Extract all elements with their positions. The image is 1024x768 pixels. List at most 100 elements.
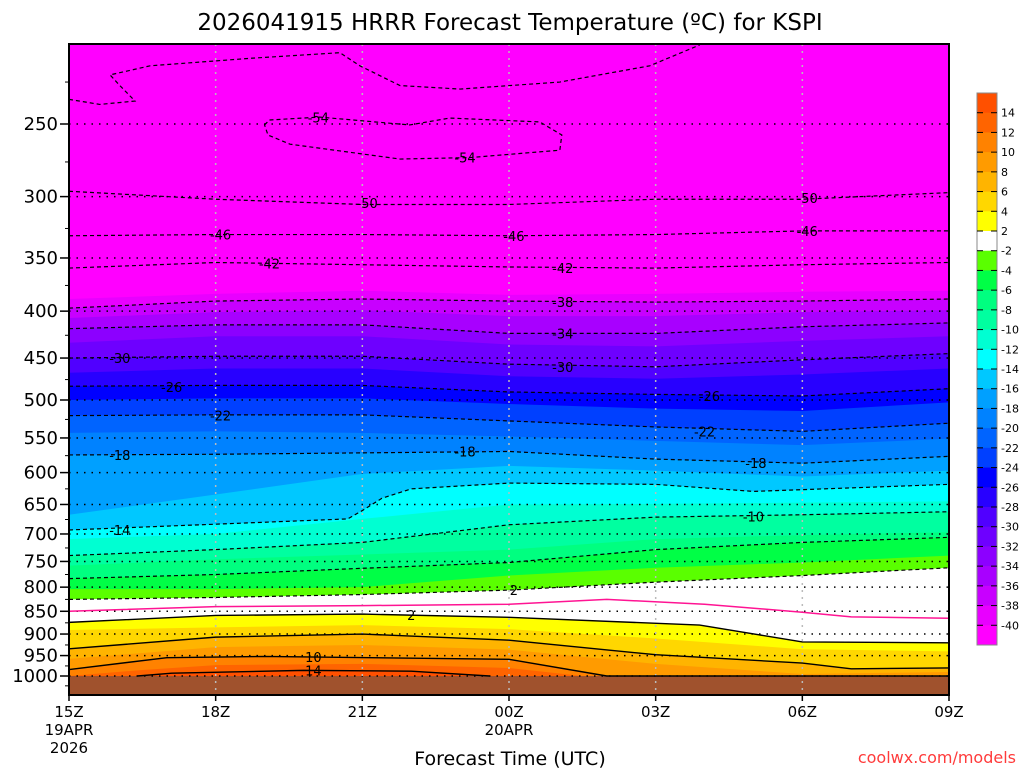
colorbar-label: -10: [1001, 324, 1019, 337]
y-tick-label: 600: [24, 463, 58, 484]
colorbar-label: -6: [1001, 284, 1012, 297]
colorbar-swatch: [977, 191, 997, 212]
y-axis: 2503003504004505005506006507007508008509…: [12, 81, 69, 687]
colorbar-label: -36: [1001, 580, 1019, 593]
colorbar-swatch: [977, 546, 997, 567]
colorbar-swatch: [977, 585, 997, 607]
contour-label: -30: [109, 352, 130, 367]
isotherm--10: [69, 511, 949, 557]
colorbar-swatch: [977, 171, 997, 193]
colorbar-swatch: [977, 231, 997, 252]
contour-labels: -54 -54 -50 -50 -46 -46 -46 -42 -42 -38 -34 -30 -30 -…: [109, 112, 818, 680]
x-tick-label: 18Z: [201, 703, 230, 721]
y-tick-label: 450: [24, 348, 58, 369]
contour-label: -38: [552, 296, 573, 311]
colorbar-swatch: [977, 467, 997, 488]
x-tick-label: 19APR: [45, 721, 94, 739]
colorbar-label: 10: [1001, 146, 1015, 159]
contour-label: -50: [357, 197, 378, 212]
isotherm-6: [69, 633, 949, 670]
isotherm-0: [69, 598, 949, 620]
x-tick-label: 06Z: [788, 703, 817, 721]
contour-label: -22: [694, 425, 715, 440]
colorbar-legend: 14 12 10 8 6 4 2 -2 -4 -6 -8 -10 -12 -14 -16 -18 -20 -22 -…: [976, 92, 1019, 646]
colorbar-swatch: [977, 625, 997, 646]
colorbar-swatch: [977, 369, 997, 390]
contour-label: 10: [305, 651, 322, 666]
colorbar-label: -30: [1001, 521, 1019, 534]
colorbar-label: -4: [1001, 264, 1012, 277]
colorbar-label: -18: [1001, 402, 1019, 415]
colorbar-swatch: [977, 507, 997, 528]
y-tick-label: 300: [24, 187, 58, 208]
colorbar-label: -16: [1001, 383, 1019, 396]
colorbar-swatch: [977, 329, 997, 350]
colorbar-label: 14: [1001, 107, 1015, 120]
colorbar-swatch: [977, 250, 997, 271]
y-tick-label: 850: [24, 601, 58, 622]
y-tick-label: 250: [24, 114, 58, 135]
contour-lines: [69, 44, 949, 677]
colorbar-swatch: [977, 112, 997, 133]
y-tick-label: 900: [24, 624, 58, 645]
y-tick-label: 800: [24, 577, 58, 598]
isotherm--14: [69, 482, 949, 531]
contour-label: -54: [308, 112, 329, 127]
colorbar-label: 2: [1001, 225, 1008, 238]
contour-label: -46: [210, 229, 231, 244]
colorbar-label: -2: [1001, 245, 1012, 258]
colorbar-swatch: [977, 408, 997, 429]
x-axis-label: Forecast Time (UTC): [414, 748, 605, 768]
isotherm--54: [263, 116, 563, 160]
y-tick-label: 750: [24, 551, 58, 572]
colorbar-swatch: [977, 290, 997, 311]
colorbar-label: -34: [1001, 560, 1019, 573]
colorbar-label: -8: [1001, 304, 1012, 317]
contour-label: -26: [699, 390, 720, 405]
colorbar-label: -26: [1001, 481, 1019, 494]
contour-label: -18: [109, 449, 130, 464]
colorbar-label: -40: [1001, 619, 1019, 632]
colorbar-swatch: [977, 487, 997, 508]
colorbar-label: -28: [1001, 501, 1019, 514]
x-tick-label: 03Z: [641, 703, 670, 721]
colorbar-label: 12: [1001, 126, 1015, 139]
colorbar-label: -24: [1001, 462, 1019, 475]
contour-label: -30: [552, 361, 573, 376]
x-tick-label: 15Z: [54, 703, 83, 721]
y-tick-label: 950: [24, 646, 58, 667]
colorbar-swatch: [977, 270, 997, 291]
colorbar-label: -38: [1001, 600, 1019, 613]
contour-label: -50: [797, 192, 818, 207]
x-tick-label: 09Z: [934, 703, 963, 721]
y-tick-label: 350: [24, 248, 58, 269]
colorbar-label: -20: [1001, 422, 1019, 435]
colorbar-label: 6: [1001, 186, 1008, 199]
credit-link[interactable]: coolwx.com/models: [858, 748, 1016, 767]
isotherm-14: [137, 669, 490, 677]
contour-label: -26: [161, 381, 182, 396]
colorbar-label: -14: [1001, 363, 1019, 376]
colorbar-swatch: [977, 211, 997, 232]
y-tick-label: 1000: [12, 666, 58, 687]
plot-area: [69, 44, 949, 695]
contour-label: -14: [109, 524, 130, 539]
chart-title: 2026041915 HRRR Forecast Temperature (ºC…: [197, 10, 822, 36]
contour-label: -22: [210, 410, 231, 425]
isotherm-2: [69, 613, 949, 644]
colorbar-label: -12: [1001, 343, 1019, 356]
colorbar-swatch: [977, 309, 997, 331]
x-tick-label: 20APR: [485, 721, 534, 739]
x-tick-label: 00Z: [494, 703, 523, 721]
colorbar-swatch: [977, 428, 997, 449]
contour-label: -54: [454, 152, 475, 167]
x-tick-label: 2026: [50, 739, 88, 757]
colorbar-swatch: [977, 526, 997, 547]
x-tick-label: 21Z: [348, 703, 377, 721]
ground: [69, 676, 949, 695]
contour-label: -42: [259, 258, 280, 273]
contour-label: -42: [552, 262, 573, 277]
colorbar-label: -22: [1001, 442, 1019, 455]
